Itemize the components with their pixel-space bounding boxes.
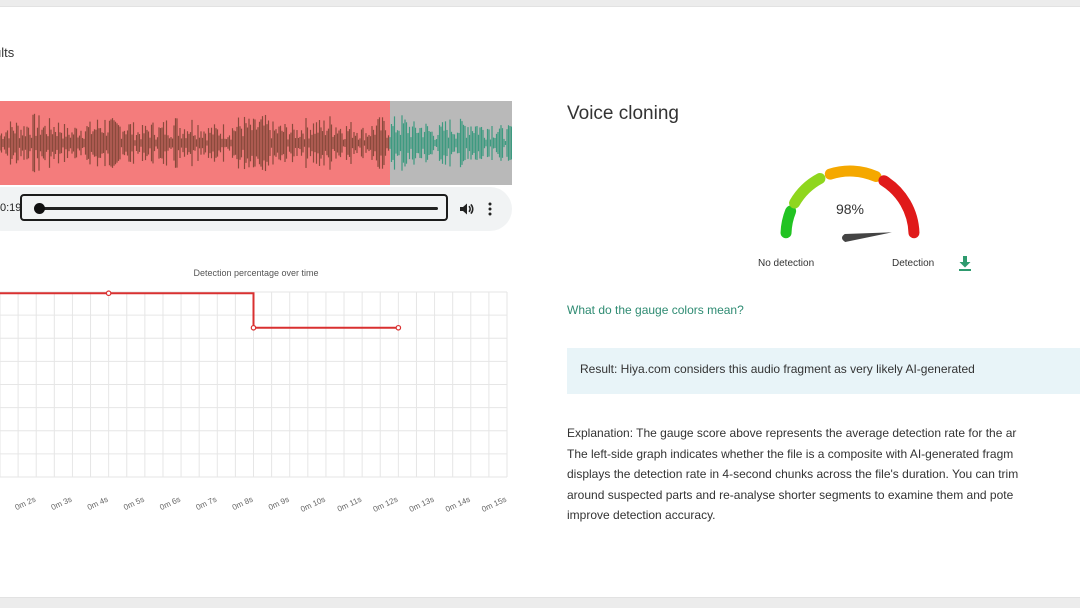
gauge-segment (789, 172, 826, 209)
section-title: Voice cloning (567, 103, 679, 124)
chart-x-tick-label: 0m 11s (336, 495, 363, 512)
result-box: Result: Hiya.com considers this audio fr… (567, 348, 1080, 394)
results-panel: ults 0:19 Detection percentage over time (0, 6, 1080, 598)
explanation-line: around suspected parts and re-analyse sh… (567, 487, 1014, 502)
seek-thumb[interactable] (34, 203, 45, 214)
explanation-line: The left-side graph indicates whether th… (567, 446, 1014, 461)
download-icon[interactable] (957, 255, 973, 272)
chart-x-tick-label: 0m 9s (267, 495, 291, 512)
chart-x-tick-label: 0m 13s (408, 495, 436, 512)
chart-x-tick-label: 0m 3s (50, 495, 74, 512)
explanation-line: Explanation: The gauge score above repre… (567, 426, 1017, 440)
results-heading: ults (0, 45, 15, 60)
gauge-label-detection: Detection (892, 258, 935, 269)
explanation: Explanation: The gauge score above repre… (567, 423, 1080, 526)
detection-series-line (0, 292, 399, 329)
detection-data-point[interactable] (105, 290, 112, 297)
chart-x-tick-label: 0m 7s (195, 495, 219, 512)
chart-title: Detection percentage over time (193, 268, 319, 278)
chart-x-tick-label: 0m 2s (14, 495, 38, 512)
chart-x-tick-label: 0m 10s (299, 495, 327, 512)
detection-gauge (780, 165, 920, 242)
gauge-segment (878, 175, 920, 239)
gauge-segment (780, 205, 797, 239)
result-text: Result: Hiya.com considers this audio fr… (580, 362, 975, 376)
chart-x-tick-label: 0m 15s (480, 495, 508, 512)
chart-x-tick-label: 0m 5s (122, 495, 146, 512)
chart-x-tick-label: 0m 6s (158, 495, 182, 512)
chart-x-tick-label: 0m 4s (86, 495, 110, 512)
audio-player: 0:19 (0, 187, 512, 231)
audio-waveform[interactable] (0, 101, 512, 185)
explanation-line: displays the detection rate in 4-second … (567, 467, 1019, 481)
detection-chart: 0m 2s 0m 3s 0m 4s 0m 5s 0m 6s 0m 7s 0m 8s 0m 9s… (0, 290, 508, 512)
gauge-colors-link[interactable]: What do the gauge colors mean? (567, 303, 744, 317)
detection-data-point[interactable] (250, 324, 257, 331)
gauge-segment (824, 165, 882, 183)
volume-icon[interactable] (458, 201, 474, 217)
gauge-label-no-detection: No detection (758, 258, 815, 269)
explanation-line: improve detection accuracy. (567, 508, 716, 522)
gauge-value: 98% (835, 201, 865, 217)
waveform-svg (0, 113, 512, 173)
time-readout: 0:19 (0, 202, 22, 214)
seek-track (40, 207, 438, 210)
seek-bar[interactable] (20, 194, 448, 221)
more-vertical-icon[interactable] (486, 200, 494, 218)
chart-x-tick-label: 0m 12s (372, 495, 400, 512)
chart-x-tick-label: 0m 14s (444, 495, 472, 512)
chart-x-tick-label: 0m 8s (231, 495, 255, 512)
gauge-needle (841, 232, 892, 242)
detection-data-point[interactable] (395, 324, 402, 331)
